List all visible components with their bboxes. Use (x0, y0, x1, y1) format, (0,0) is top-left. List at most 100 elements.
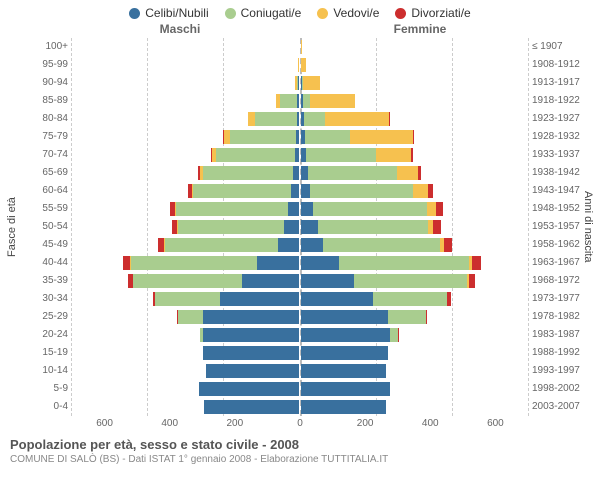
bar-segment (255, 112, 297, 126)
table-row (72, 92, 528, 110)
bar-segment (301, 400, 386, 414)
bar-segment (444, 238, 452, 252)
birth-label: 1963-1967 (532, 254, 580, 272)
table-row (72, 56, 528, 74)
bar-segment (305, 130, 350, 144)
bar-segment (301, 166, 308, 180)
bar-segment (291, 184, 299, 198)
age-label: 70-74 (20, 146, 68, 164)
age-label: 10-14 (20, 362, 68, 380)
table-row (72, 326, 528, 344)
birth-label: 1953-1957 (532, 218, 580, 236)
table-row (72, 362, 528, 380)
birth-label: 1943-1947 (532, 182, 580, 200)
table-row (72, 344, 528, 362)
bar-segment (323, 238, 440, 252)
bar-segment (203, 328, 299, 342)
bar-segment (178, 310, 203, 324)
table-row (72, 164, 528, 182)
x-tick: 0 (267, 418, 332, 429)
legend-item: Divorziati/e (395, 6, 470, 20)
birth-label: 1918-1922 (532, 92, 580, 110)
header-female: Femmine (300, 22, 540, 36)
bar-segment (428, 184, 434, 198)
bar-segment (158, 238, 165, 252)
birth-label: 1998-2002 (532, 380, 580, 398)
bar-segment (204, 400, 299, 414)
bar-segment (354, 274, 468, 288)
age-label: 30-34 (20, 290, 68, 308)
table-row (72, 398, 528, 416)
birth-label: 1973-1977 (532, 290, 580, 308)
table-row (72, 380, 528, 398)
legend-label: Celibi/Nubili (145, 6, 208, 20)
age-label: 85-89 (20, 92, 68, 110)
bar-segment (303, 94, 310, 108)
birth-label: 1983-1987 (532, 326, 580, 344)
bar-segment (288, 202, 299, 216)
bar-segment (301, 202, 313, 216)
x-tick: 200 (333, 418, 398, 429)
age-label: 75-79 (20, 128, 68, 146)
bar-segment (295, 148, 299, 162)
x-tick: 400 (398, 418, 463, 429)
bar-rows (72, 38, 528, 416)
bar-segment (284, 220, 299, 234)
age-label: 15-19 (20, 344, 68, 362)
bar-segment (301, 292, 373, 306)
bar-segment (301, 274, 354, 288)
bar-segment (469, 274, 476, 288)
bar-segment (325, 112, 389, 126)
bar-segment (388, 310, 426, 324)
legend-item: Vedovi/e (317, 6, 379, 20)
bar-segment (301, 310, 388, 324)
legend-swatch (129, 8, 140, 19)
bar-segment (178, 220, 284, 234)
bar-segment (176, 202, 288, 216)
x-tick: 200 (202, 418, 267, 429)
table-row (72, 146, 528, 164)
bar-segment (433, 220, 441, 234)
table-row (72, 290, 528, 308)
birth-label: 1958-1962 (532, 236, 580, 254)
bar-segment (436, 202, 443, 216)
bar-segment (297, 94, 299, 108)
legend-swatch (395, 8, 406, 19)
bar-segment (301, 346, 388, 360)
table-row (72, 200, 528, 218)
bar-segment (155, 292, 219, 306)
age-label: 0-4 (20, 398, 68, 416)
legend-swatch (225, 8, 236, 19)
bar-segment (123, 256, 131, 270)
bar-segment (339, 256, 470, 270)
legend-label: Coniugati/e (241, 6, 302, 20)
bar-segment (413, 130, 414, 144)
bar-segment (308, 166, 397, 180)
bar-segment (472, 256, 481, 270)
age-label: 80-84 (20, 110, 68, 128)
bar-segment (304, 112, 325, 126)
table-row (72, 236, 528, 254)
birth-label: 1978-1982 (532, 308, 580, 326)
caption-subtitle: COMUNE DI SALÒ (BS) - Dati ISTAT 1° genn… (10, 454, 590, 465)
table-row (72, 182, 528, 200)
table-row (72, 272, 528, 290)
age-label: 5-9 (20, 380, 68, 398)
age-label: 55-59 (20, 200, 68, 218)
bar-segment (297, 112, 299, 126)
age-label: 35-39 (20, 272, 68, 290)
bar-segment (373, 292, 447, 306)
bar-segment (278, 238, 299, 252)
caption: Popolazione per età, sesso e stato civil… (0, 429, 600, 465)
bar-segment (447, 292, 451, 306)
bar-segment (203, 166, 294, 180)
bar-segment (411, 148, 413, 162)
chart-area: Fasce di età 100+95-9990-9485-8980-8475-… (0, 38, 600, 416)
table-row (72, 74, 528, 92)
birth-label: 2003-2007 (532, 398, 580, 416)
age-label: 40-44 (20, 254, 68, 272)
column-headers: Maschi Femmine (0, 22, 600, 38)
birth-label: 1928-1932 (532, 128, 580, 146)
bar-segment (318, 220, 428, 234)
birth-label: 1993-1997 (532, 362, 580, 380)
